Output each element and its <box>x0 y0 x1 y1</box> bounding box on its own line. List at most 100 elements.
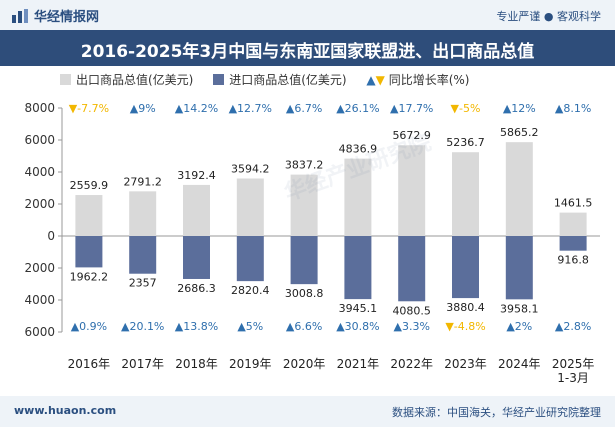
export-growth-label: ▼-7.7% <box>69 102 109 115</box>
x-tick-label: 2021年 <box>337 357 380 371</box>
triangle-up-icon: ▲ <box>366 73 376 87</box>
import-growth-label: ▲5% <box>237 320 263 333</box>
import-growth-label: ▲20.1% <box>121 320 164 333</box>
bar-chart: 8000 6000 4000 2000 0 2000 4000 6000 2559.9 1962.… <box>24 101 600 385</box>
x-tick-label: 2025年 <box>552 357 595 371</box>
import-bar <box>505 236 533 300</box>
export-value-label: 4836.9 <box>339 143 378 156</box>
x-tick-label: 2017年 <box>121 357 164 371</box>
import-bar <box>183 236 210 279</box>
export-bar <box>344 158 372 236</box>
export-value-label: 5236.7 <box>446 136 485 149</box>
export-growth-label: ▲26.1% <box>336 102 379 115</box>
x-tick-label: 2019年 <box>229 357 272 371</box>
export-bar <box>505 142 533 236</box>
export-bar <box>129 191 157 236</box>
export-value-label: 3837.2 <box>285 159 324 172</box>
legend-import-swatch <box>213 74 225 85</box>
import-growth-label: ▲2.8% <box>555 320 591 333</box>
triangle-down-icon: ▼ <box>375 73 385 87</box>
import-bar <box>344 236 372 300</box>
import-growth-label: ▲3.3% <box>393 320 429 333</box>
y-tick-label: 6000 <box>24 133 55 147</box>
export-value-label: 1461.5 <box>554 197 593 210</box>
import-bar <box>290 236 318 285</box>
export-value-label: 3594.2 <box>231 162 270 175</box>
export-growth-label: ▲12.7% <box>229 102 272 115</box>
export-value-label: 3192.4 <box>177 169 216 182</box>
legend-growth-label: 同比增长率(%) <box>388 73 470 87</box>
y-tick-label: 0 <box>47 229 55 243</box>
import-value-label: 3008.8 <box>285 287 324 300</box>
legend: 出口商品总值(亿美元) 进口商品总值(亿美元) ▲▼ 同比增长率(%) <box>60 71 485 88</box>
import-value-label: 2357 <box>129 277 157 290</box>
import-value-label: 3945.1 <box>339 302 378 315</box>
export-growth-label: ▲14.2% <box>175 102 218 115</box>
import-value-label: 3958.1 <box>500 302 539 315</box>
legend-export: 出口商品总值(亿美元) <box>60 71 193 88</box>
import-bar <box>452 236 479 299</box>
export-value-label: 5865.2 <box>500 126 539 139</box>
import-value-label: 4080.5 <box>392 304 431 317</box>
y-tick-label: 8000 <box>24 101 55 115</box>
brand-logo-icon <box>12 9 28 23</box>
export-value-label: 5672.9 <box>392 129 431 142</box>
x-tick-label: 2022年 <box>390 357 433 371</box>
legend-growth: ▲▼ 同比增长率(%) <box>366 71 469 88</box>
export-value-label: 2559.9 <box>70 179 109 192</box>
x-tick-label: 2024年 <box>498 357 541 371</box>
import-bar <box>236 236 264 282</box>
website-link[interactable]: www.huaon.com <box>14 404 117 417</box>
import-value-label: 2820.4 <box>231 284 270 297</box>
footer: www.huaon.com 数据来源：中国海关，华经产业研究院整理 <box>0 396 615 427</box>
export-bar <box>398 145 426 236</box>
chart-title: 2016-2025年3月中国与东南亚国家联盟进、出口商品总值 <box>80 42 535 62</box>
import-growth-label: ▼-4.8% <box>445 320 485 333</box>
x-tick-label: 2016年 <box>68 357 111 371</box>
top-bar: 华经情报网 专业严谨 ● 客观科学 <box>0 0 615 30</box>
import-value-label: 3880.4 <box>446 301 485 314</box>
import-value-label: 916.8 <box>557 254 589 267</box>
x-tick-label: 2018年 <box>175 357 218 371</box>
export-growth-label: ▲8.1% <box>555 102 591 115</box>
x-tick-label: 2020年 <box>283 357 326 371</box>
import-value-label: 1962.2 <box>70 270 109 283</box>
legend-import-label: 进口商品总值(亿美元) <box>229 73 347 87</box>
data-source: 数据来源：中国海关，华经产业研究院整理 <box>392 406 601 419</box>
x-tick-label: 1-3月 <box>557 371 589 385</box>
export-value-label: 2791.2 <box>123 175 162 188</box>
y-tick-label: 6000 <box>24 325 55 339</box>
import-bar <box>129 236 157 274</box>
y-tick-label: 2000 <box>24 261 55 275</box>
export-growth-label: ▲9% <box>130 102 156 115</box>
title-bar: 2016-2025年3月中国与东南亚国家联盟进、出口商品总值 <box>0 30 615 66</box>
import-bar <box>559 236 587 251</box>
export-growth-label: ▼-5% <box>451 102 481 115</box>
export-growth-label: ▲6.7% <box>286 102 322 115</box>
brand-name: 华经情报网 <box>34 10 100 25</box>
x-tick-label: 2023年 <box>444 357 487 371</box>
legend-export-label: 出口商品总值(亿美元) <box>76 73 194 87</box>
import-growth-label: ▲30.8% <box>336 320 379 333</box>
export-growth-label: ▲12% <box>503 102 536 115</box>
import-growth-label: ▲2% <box>506 320 532 333</box>
y-tick-label: 2000 <box>24 197 55 211</box>
import-bar <box>398 236 426 302</box>
y-tick-label: 4000 <box>24 293 55 307</box>
export-bar <box>452 152 479 236</box>
import-value-label: 2686.3 <box>177 282 216 295</box>
y-tick-label: 4000 <box>24 165 55 179</box>
import-growth-label: ▲13.8% <box>175 320 218 333</box>
brand[interactable]: 华经情报网 <box>12 6 99 25</box>
export-bar <box>236 178 264 236</box>
import-growth-label: ▲0.9% <box>71 320 107 333</box>
legend-export-swatch <box>60 74 71 85</box>
import-bar <box>75 236 103 268</box>
legend-import: 进口商品总值(亿美元) <box>213 71 347 88</box>
export-growth-label: ▲17.7% <box>390 102 433 115</box>
export-bar <box>75 195 103 236</box>
import-growth-label: ▲6.6% <box>286 320 322 333</box>
export-bar <box>559 212 587 236</box>
export-bar <box>290 174 318 236</box>
export-bar <box>183 184 210 236</box>
